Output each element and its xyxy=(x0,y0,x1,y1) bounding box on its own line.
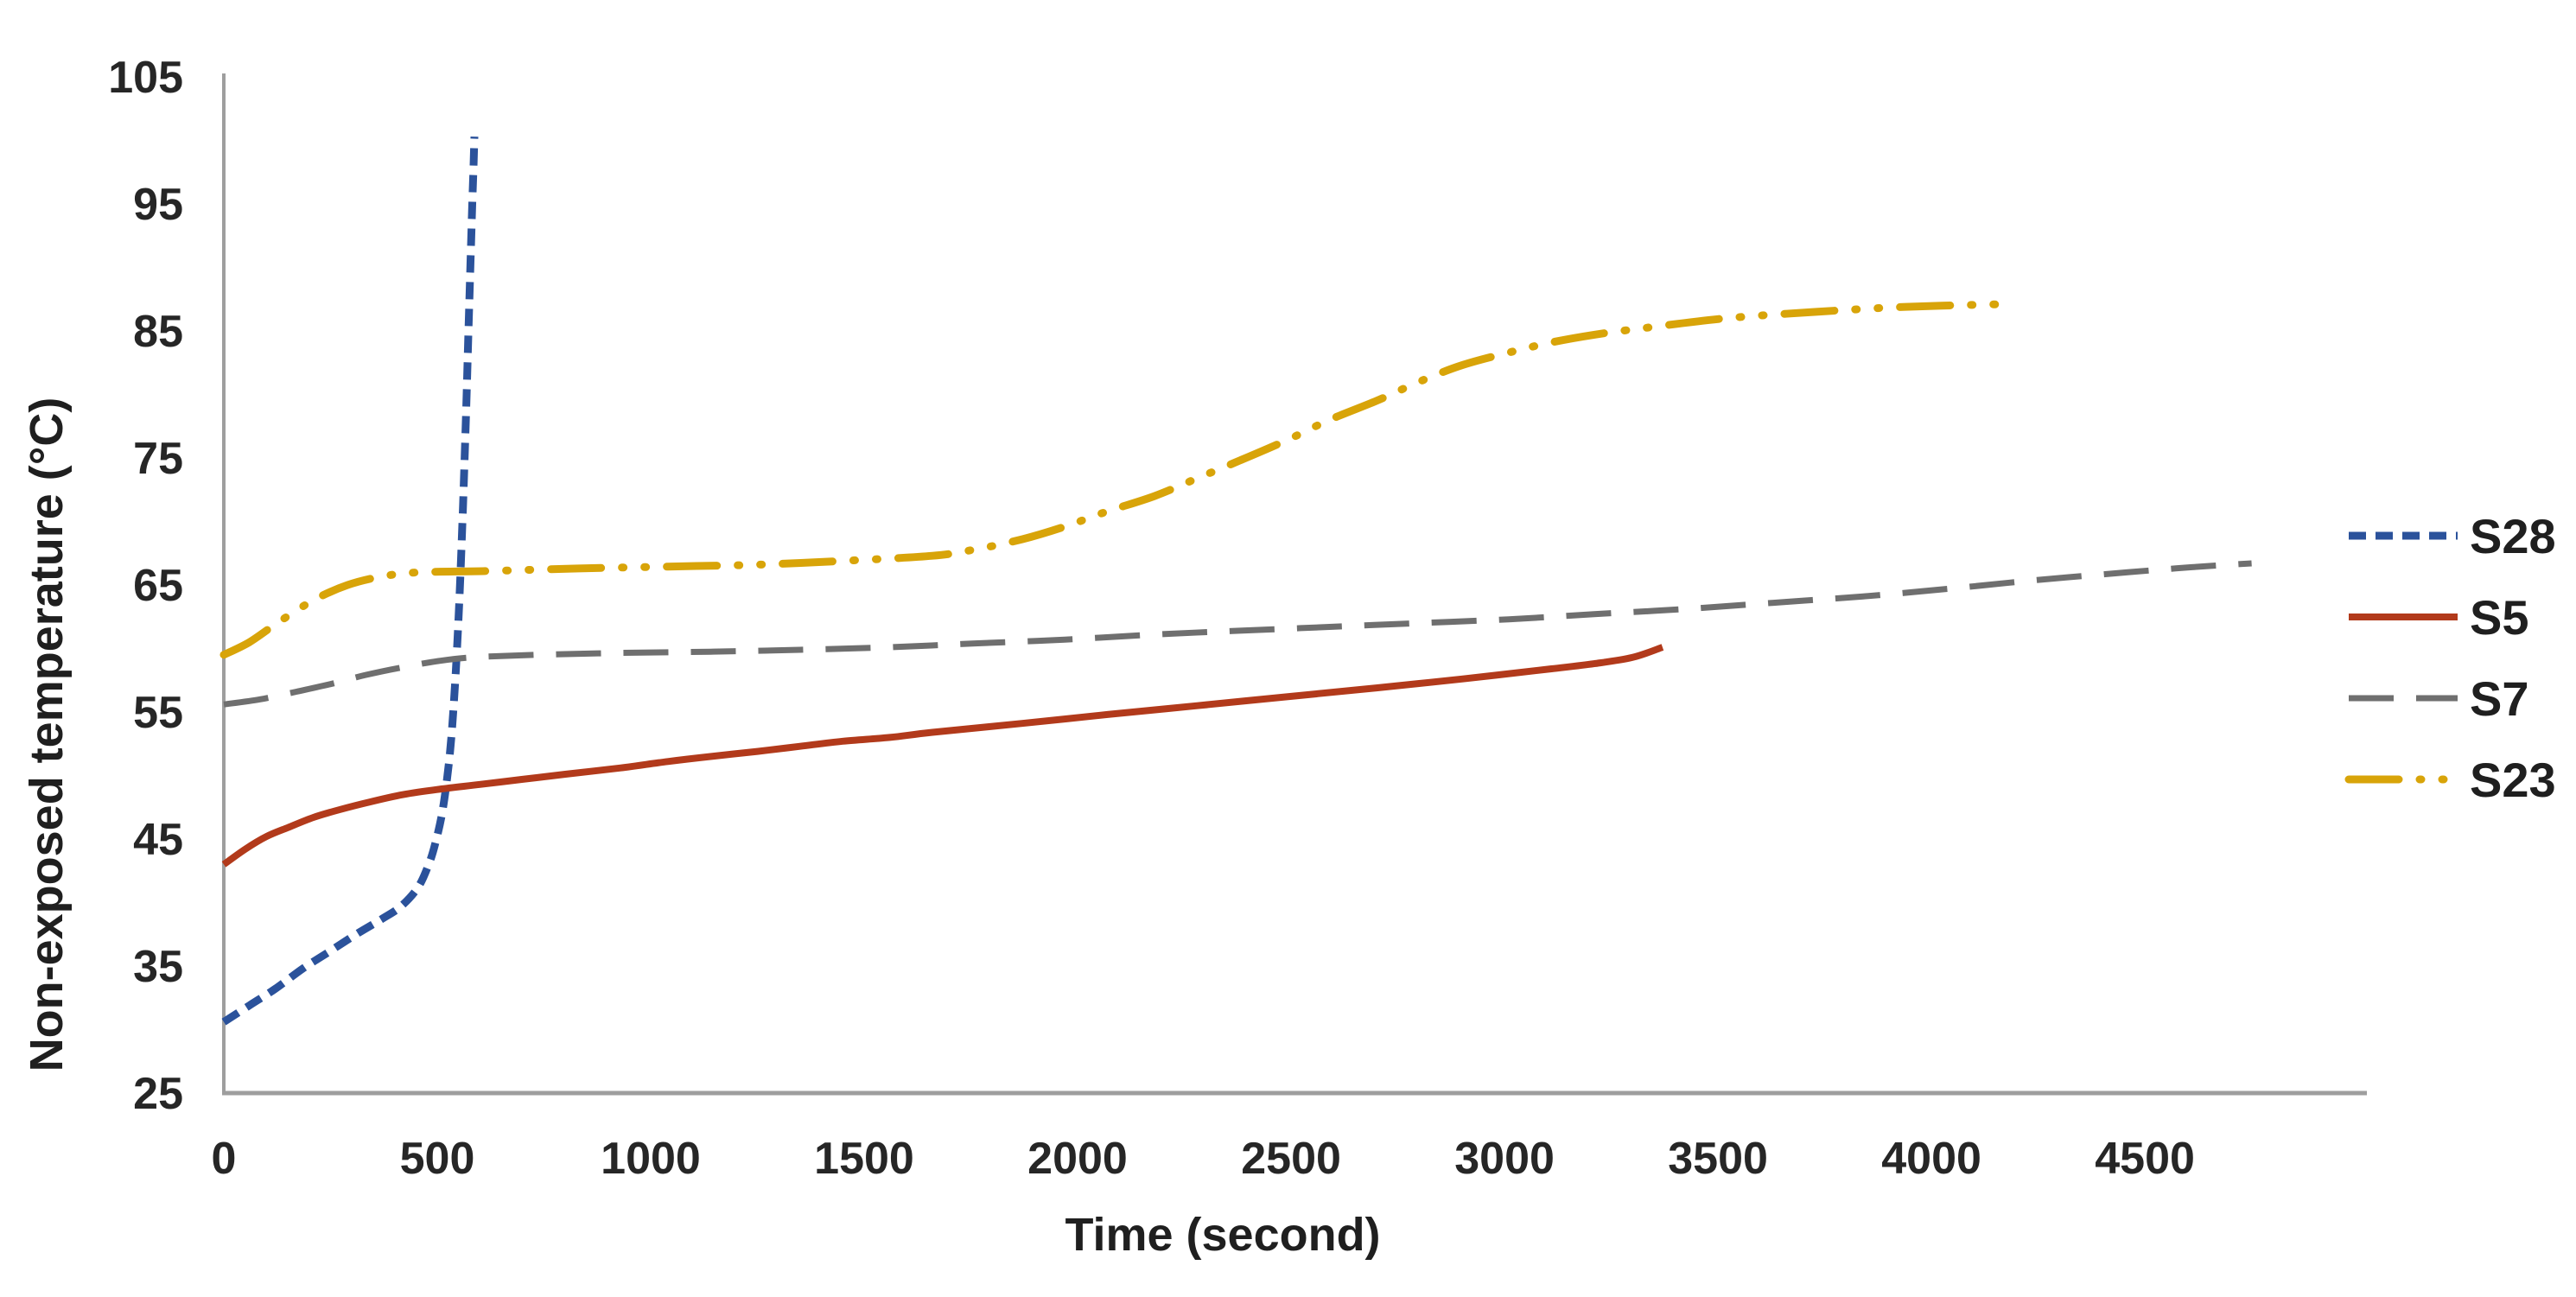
legend-S7-label: S7 xyxy=(2470,671,2529,726)
x-tick-label: 2500 xyxy=(1241,1134,1341,1184)
x-tick-label: 1000 xyxy=(601,1134,701,1184)
axes xyxy=(222,73,2367,1096)
series-S5-line xyxy=(221,644,1664,868)
legend-S23-label: S23 xyxy=(2470,753,2556,807)
y-tick-label: 35 xyxy=(133,942,183,992)
legend: S28 S5 S7 S23 xyxy=(2344,509,2556,807)
x-tick-label: 0 xyxy=(212,1134,237,1184)
y-tick-label: 95 xyxy=(133,180,183,230)
legend-S28-label: S28 xyxy=(2470,509,2556,563)
y-tick-label: 45 xyxy=(133,815,183,865)
x-tick-label: 4500 xyxy=(2095,1134,2195,1184)
x-tick-label: 4000 xyxy=(1881,1134,1981,1184)
series-S28-line xyxy=(221,136,479,1026)
y-tick-label: 105 xyxy=(108,53,183,103)
legend-item-S7: S7 xyxy=(2349,671,2529,726)
x-tick-label: 2000 xyxy=(1027,1134,1128,1184)
legend-item-S23: S23 xyxy=(2344,753,2556,807)
series-lines xyxy=(219,136,2252,1026)
y-tick-labels: 25 35 45 55 65 75 85 95 105 xyxy=(108,53,183,1119)
x-tick-label: 500 xyxy=(400,1134,475,1184)
legend-item-S28: S28 xyxy=(2349,509,2556,563)
y-tick-label: 75 xyxy=(133,434,183,484)
y-tick-label: 55 xyxy=(133,688,183,738)
y-tick-label: 25 xyxy=(133,1069,183,1119)
series-S23-line xyxy=(219,300,2004,659)
x-axis-title: Time (second) xyxy=(1065,1209,1380,1261)
x-tick-labels: 0 500 1000 1500 2000 2500 3000 3500 4000 4500 xyxy=(212,1134,2195,1184)
y-tick-label: 65 xyxy=(133,561,183,611)
series-S7-line xyxy=(223,560,2252,708)
legend-item-S5: S5 xyxy=(2349,590,2529,645)
y-tick-label: 85 xyxy=(133,307,183,357)
legend-S5-label: S5 xyxy=(2470,590,2529,645)
x-tick-label: 1500 xyxy=(814,1134,914,1184)
y-axis-title: Non-exposed temperature (°C) xyxy=(21,397,73,1072)
x-tick-label: 3500 xyxy=(1668,1134,1768,1184)
x-tick-label: 3000 xyxy=(1454,1134,1555,1184)
